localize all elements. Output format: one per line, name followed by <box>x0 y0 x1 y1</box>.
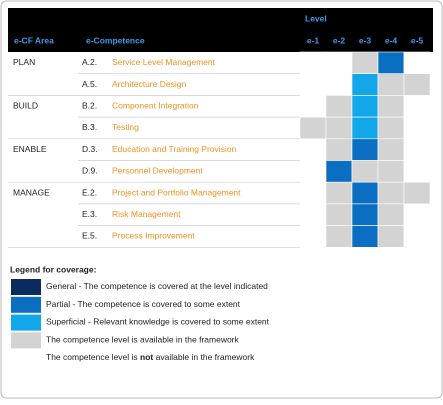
coverage-cell <box>403 225 431 248</box>
coverage-cell <box>299 95 327 118</box>
coverage-cell <box>351 203 379 226</box>
competence-name: Process Improvement <box>112 231 195 241</box>
area-label: ENABLE <box>13 144 47 154</box>
competence-name: Service Level Management <box>112 57 216 67</box>
area-label: BUILD <box>13 101 38 111</box>
legend-title: Legend for coverage: <box>10 264 97 274</box>
legend-text: Superficial - Relevant knowledge is cove… <box>46 317 270 327</box>
coverage-cell <box>325 95 353 118</box>
competence-code: A.5. <box>82 79 97 89</box>
coverage-cell <box>325 203 353 226</box>
level-label: e-4 <box>385 35 398 45</box>
coverage-cell <box>377 116 405 140</box>
level-label: e-2 <box>333 35 346 45</box>
coverage-cell <box>325 160 353 183</box>
area-label: PLAN <box>13 57 35 67</box>
coverage-cell <box>377 73 405 96</box>
legend-text-part: not <box>140 352 153 362</box>
legend-text: General - The competence is covered at t… <box>46 281 268 291</box>
legend-swatch <box>11 279 41 295</box>
header-band <box>8 8 433 52</box>
competence-name: Personnel Development <box>112 166 203 176</box>
coverage-cell <box>351 138 379 161</box>
coverage-cell <box>377 138 405 161</box>
legend-text: The competence level is not available in… <box>46 352 255 362</box>
level-heading: Level <box>305 13 327 23</box>
coverage-cell <box>377 181 405 205</box>
coverage-cell <box>299 51 327 75</box>
legend-text-part: General - The competence is covered at t… <box>46 281 268 291</box>
coverage-cell <box>403 160 431 183</box>
competence-name: Education and Training Provision <box>112 144 237 154</box>
coverage-cell <box>325 138 353 161</box>
legend-text-part: Superficial - Relevant knowledge is cove… <box>46 317 270 327</box>
legend-text-part: The competence level is <box>46 352 140 362</box>
competence-name: Testing <box>112 122 139 132</box>
coverage-cell <box>377 203 405 226</box>
coverage-cell <box>351 73 379 96</box>
competence-code: D.3. <box>82 144 98 154</box>
coverage-cell <box>377 51 405 75</box>
coverage-cell <box>351 225 379 248</box>
coverage-cell <box>403 73 431 96</box>
coverage-cell <box>351 51 379 75</box>
coverage-cell <box>403 181 431 205</box>
coverage-cell <box>325 225 353 248</box>
coverage-cell <box>299 138 327 161</box>
area-label: MANAGE <box>13 187 50 197</box>
legend-swatch <box>11 314 41 331</box>
competence-name: Architecture Design <box>112 79 186 89</box>
coverage-cell <box>325 181 353 205</box>
coverage-cell <box>325 73 353 96</box>
coverage-cell <box>377 95 405 118</box>
competence-name: Risk Management <box>112 209 181 219</box>
competence-code: E.5. <box>82 231 97 241</box>
competence-code: E.2. <box>82 187 97 197</box>
coverage-cell <box>351 116 379 140</box>
coverage-cell <box>351 95 379 118</box>
level-label: e-5 <box>411 35 424 45</box>
legend-swatch <box>11 296 41 313</box>
competence-code: D.9. <box>82 166 98 176</box>
competence-code: B.2. <box>82 101 97 111</box>
coverage-cell <box>403 95 431 118</box>
coverage-cell <box>403 203 431 226</box>
coverage-cell <box>299 225 327 248</box>
legend-text-part: available in the framework <box>153 352 255 362</box>
competence-name: Project and Portfolio Management <box>112 187 241 197</box>
legend-text-part: Partial - The competence is covered to s… <box>46 299 241 309</box>
level-label: e-3 <box>359 35 372 45</box>
coverage-cell <box>377 225 405 248</box>
legend-swatch <box>11 332 41 349</box>
competence-code: B.3. <box>82 122 97 132</box>
legend-text-part: The competence level is available in the… <box>46 335 240 345</box>
coverage-cell <box>403 51 431 75</box>
legend-swatch <box>11 350 41 367</box>
coverage-cell <box>299 160 327 183</box>
legend-text: Partial - The competence is covered to s… <box>46 299 241 309</box>
competence-code: A.2. <box>82 57 97 67</box>
coverage-cell <box>299 73 327 96</box>
coverage-cell <box>299 203 327 226</box>
coverage-cell <box>351 181 379 205</box>
coverage-cell <box>403 116 431 140</box>
coverage-cell <box>299 181 327 205</box>
competence-name: Component Integration <box>112 101 199 111</box>
competence-code: E.3. <box>82 209 97 219</box>
legend-text: The competence level is available in the… <box>46 335 240 345</box>
coverage-cell <box>325 51 353 75</box>
coverage-cell <box>351 160 379 183</box>
competence-heading: e-Competence <box>86 35 145 45</box>
coverage-cell <box>325 116 353 140</box>
coverage-cell <box>377 160 405 183</box>
coverage-cell <box>299 116 327 140</box>
area-heading: e-CF Area <box>14 35 54 45</box>
coverage-cell <box>403 138 431 161</box>
level-label: e-1 <box>307 35 320 45</box>
